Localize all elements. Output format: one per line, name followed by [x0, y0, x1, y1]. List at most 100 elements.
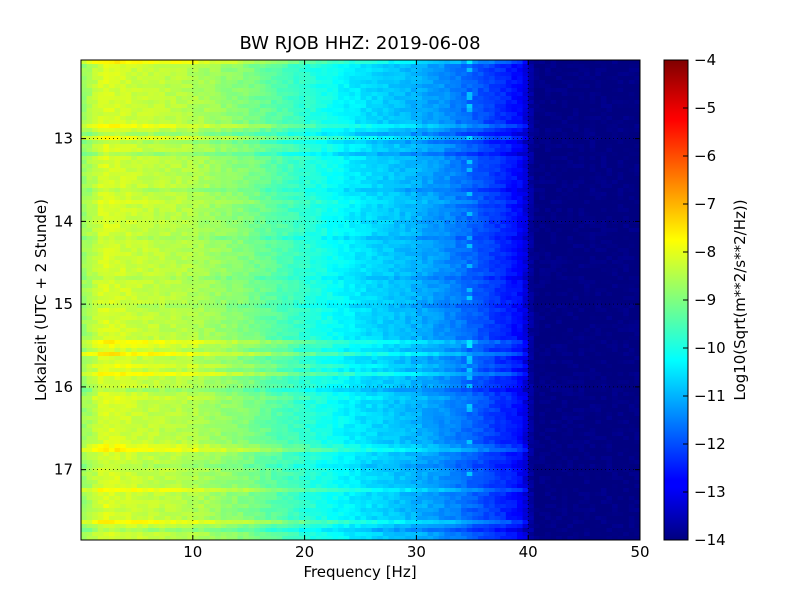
- heatmap-cell: [103, 240, 110, 245]
- heatmap-cell: [421, 204, 429, 209]
- heatmap-cell: [539, 100, 546, 105]
- heatmap-cell: [388, 240, 395, 245]
- heatmap-cell: [254, 168, 261, 173]
- heatmap-cell: [254, 64, 261, 69]
- heatmap-cell: [254, 176, 261, 181]
- heatmap-cell: [237, 224, 244, 229]
- heatmap-cell: [377, 192, 384, 197]
- heatmap-cell: [192, 136, 199, 141]
- heatmap-cell: [561, 228, 568, 233]
- heatmap-cell: [209, 224, 216, 229]
- heatmap-cell: [561, 144, 568, 149]
- heatmap-cell: [567, 152, 574, 157]
- heatmap-cell: [181, 192, 188, 197]
- heatmap-cell: [114, 116, 121, 121]
- heatmap-cell: [595, 92, 602, 97]
- heatmap-cell: [304, 68, 311, 73]
- heatmap-cell: [338, 228, 345, 233]
- heatmap-cell: [142, 104, 149, 109]
- heatmap-cell: [181, 180, 188, 185]
- heatmap-cell: [427, 240, 434, 245]
- heatmap-cell: [483, 196, 490, 201]
- heatmap-cell: [628, 220, 636, 225]
- heatmap-cell: [203, 132, 211, 137]
- heatmap-cell: [405, 240, 412, 245]
- heatmap-cell: [170, 128, 177, 133]
- heatmap-cell: [326, 160, 334, 165]
- heatmap-cell: [203, 120, 211, 125]
- heatmap-cell: [600, 100, 608, 105]
- heatmap-cell: [449, 104, 457, 109]
- heatmap-cell: [394, 196, 401, 201]
- heatmap-cell: [299, 80, 306, 85]
- heatmap-cell: [164, 64, 172, 69]
- heatmap-cell: [259, 220, 267, 225]
- heatmap-cell: [421, 244, 429, 249]
- heatmap-cell: [427, 152, 434, 157]
- heatmap-cell: [623, 148, 630, 153]
- heatmap-cell: [528, 164, 535, 169]
- heatmap-cell: [466, 128, 473, 133]
- heatmap-cell: [226, 160, 233, 165]
- heatmap-cell: [617, 80, 624, 85]
- heatmap-cell: [578, 224, 585, 229]
- heatmap-cell: [623, 244, 630, 249]
- heatmap-cell: [170, 148, 177, 153]
- heatmap-cell: [572, 236, 580, 241]
- heatmap-cell: [215, 76, 222, 81]
- heatmap-cell: [187, 236, 194, 241]
- heatmap-cell: [589, 140, 596, 145]
- heatmap-cell: [528, 156, 535, 161]
- heatmap-cell: [153, 120, 160, 125]
- heatmap-cell: [349, 72, 356, 77]
- heatmap-cell: [405, 104, 412, 109]
- heatmap-cell: [254, 172, 261, 177]
- heatmap-cell: [170, 160, 177, 165]
- heatmap-cell: [606, 140, 613, 145]
- heatmap-cell: [198, 140, 205, 145]
- heatmap-cell: [589, 156, 596, 161]
- heatmap-cell: [427, 128, 434, 133]
- heatmap-cell: [170, 68, 177, 73]
- heatmap-cell: [354, 136, 362, 141]
- heatmap-cell: [326, 76, 334, 81]
- heatmap-cell: [287, 96, 295, 101]
- heatmap-cell: [533, 92, 540, 97]
- heatmap-cell: [176, 220, 183, 225]
- heatmap-cell: [539, 256, 546, 261]
- heatmap-cell: [332, 196, 339, 201]
- heatmap-cell: [108, 240, 116, 245]
- heatmap-cell: [332, 208, 339, 213]
- heatmap-cell: [634, 232, 640, 237]
- heatmap-cell: [561, 116, 568, 121]
- heatmap-cell: [354, 172, 362, 177]
- heatmap-cell: [153, 252, 160, 257]
- heatmap-cell: [449, 100, 457, 105]
- heatmap-cell: [86, 224, 93, 229]
- heatmap-cell: [405, 176, 412, 181]
- heatmap-cell: [500, 132, 507, 137]
- heatmap-cell: [136, 104, 144, 109]
- heatmap-cell: [142, 128, 149, 133]
- heatmap-cell: [433, 252, 440, 257]
- heatmap-cell: [483, 72, 490, 77]
- heatmap-cell: [449, 172, 457, 177]
- heatmap-cell: [421, 120, 429, 125]
- heatmap-cell: [584, 164, 591, 169]
- heatmap-cell: [444, 76, 451, 81]
- heatmap-cell: [338, 64, 345, 69]
- heatmap-cell: [326, 120, 334, 125]
- heatmap-cell: [572, 244, 580, 249]
- heatmap-cell: [628, 180, 636, 185]
- heatmap-cell: [438, 224, 445, 229]
- heatmap-cell: [421, 252, 429, 257]
- heatmap-cell: [567, 248, 574, 253]
- heatmap-cell: [209, 184, 216, 189]
- heatmap-cell: [349, 212, 356, 217]
- heatmap-cell: [623, 104, 630, 109]
- heatmap-cell: [433, 212, 440, 217]
- heatmap-cell: [556, 252, 563, 257]
- heatmap-cell: [326, 164, 334, 169]
- heatmap-cell: [226, 220, 233, 225]
- heatmap-cell: [612, 64, 619, 69]
